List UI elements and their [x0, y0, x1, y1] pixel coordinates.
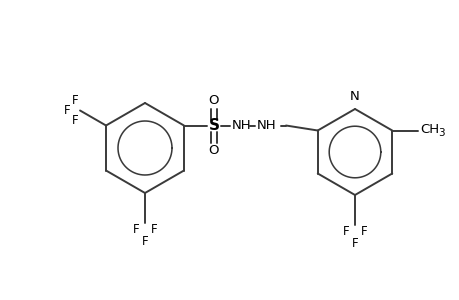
Text: F: F: [141, 235, 148, 248]
Text: F: F: [351, 237, 358, 250]
Text: NH: NH: [257, 119, 276, 132]
Text: O: O: [208, 94, 219, 107]
Text: F: F: [342, 225, 348, 238]
Text: F: F: [71, 94, 78, 107]
Text: F: F: [132, 223, 139, 236]
Text: N: N: [349, 90, 359, 103]
Text: F: F: [63, 104, 70, 117]
Text: O: O: [208, 144, 219, 157]
Text: S: S: [208, 118, 219, 133]
Text: 3: 3: [437, 128, 444, 137]
Text: F: F: [151, 223, 157, 236]
Text: NH: NH: [231, 119, 251, 132]
Text: CH: CH: [420, 123, 438, 136]
Text: F: F: [71, 114, 78, 127]
Text: F: F: [360, 225, 367, 238]
